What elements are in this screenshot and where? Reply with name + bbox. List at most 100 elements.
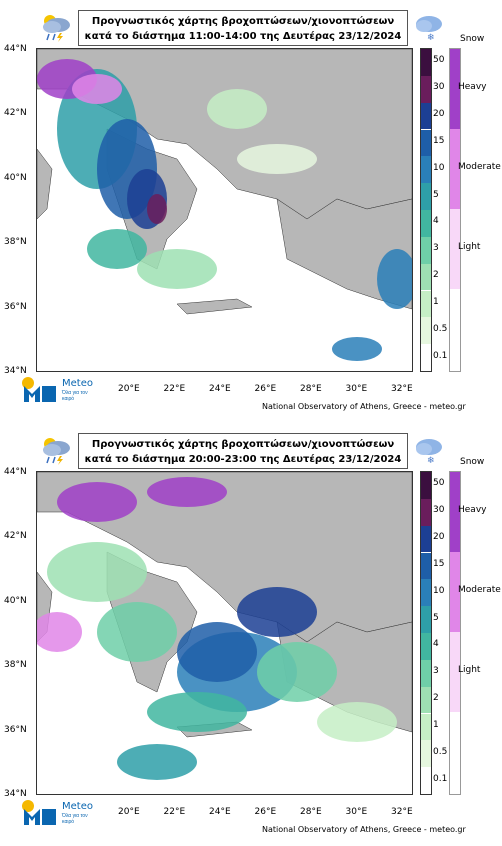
meteo-logo: Meteo Όλα για τον καιρό [20,799,100,827]
colorbar-label: 20 [433,109,445,120]
lon-label: 28°E [300,384,322,394]
logo-tagline: Όλα για τον καιρό [62,813,88,825]
colorbar-segment [421,767,431,794]
colorbar-segment [421,75,431,103]
snow-colorbar [449,48,461,372]
snow-segment [450,552,460,632]
meteo-logo: Meteo Όλα για τον καιρό [20,376,100,404]
colorbar-label: 4 [433,639,439,650]
colorbar-segment [421,659,431,687]
snow-cloud-icon: ❄ [416,439,442,466]
colorbar-label: 30 [433,505,445,516]
precipitation-area [177,622,257,682]
colorbar-label: 3 [433,243,439,254]
colorbar-label: 0.1 [433,350,448,361]
colorbar-label: 5 [433,189,439,200]
colorbar-segment [421,317,431,345]
lon-label: 24°E [209,807,231,817]
colorbar-label: 1 [433,296,439,307]
precipitation-area [207,89,267,129]
colorbar-segment [421,525,431,553]
colorbar-segment [421,156,431,184]
colorbar-segment [421,290,431,318]
colorbar-segment [421,498,431,526]
forecast-panel: Προγνωστικός χάρτης βροχοπτώσεων/χιονοπτ… [4,10,501,411]
colorbar-label: 1 [433,719,439,730]
lon-label: 22°E [163,384,186,394]
snow-cloud-icon: ❄ [416,16,442,43]
colorbar-segment [421,633,431,660]
title-line-1: Προγνωστικός χάρτης βροχοπτώσεων/χιονοπτ… [91,16,395,27]
colorbar-label: 30 [433,82,445,93]
colorbar-label: 15 [433,558,445,569]
colorbar-label: 2 [433,270,439,281]
colorbar-label: 3 [433,666,439,677]
precipitation-area [332,337,382,361]
title-line-1: Προγνωστικός χάρτης βροχοπτώσεων/χιονοπτ… [91,439,395,450]
lat-label: 40°N [4,172,27,183]
precipitation-area [257,642,337,702]
snow-segment [450,129,460,209]
colorbar-segment [421,552,431,580]
precipitation-area [237,587,317,637]
colorbar-segment [421,129,431,157]
colorbar-segment [421,210,431,237]
colorbar-segment [421,686,431,714]
colorbar-label: 10 [433,162,445,173]
credit-text: National Observatory of Athens, Greece -… [262,825,466,834]
snow-segment [450,632,460,712]
logo-name: Meteo [62,801,93,812]
precipitation-area [147,194,167,224]
colorbar-segment [421,236,431,264]
snow-label: Moderate [458,585,501,595]
precipitation-area [47,542,147,602]
colorbar-label: 4 [433,216,439,227]
precipitation-area [147,692,247,732]
precipitation-area [117,744,197,780]
precipitation-area [72,74,122,104]
snow-label: Heavy [458,82,487,92]
lat-label: 34°N [4,366,27,376]
lon-label: 20°E [118,807,140,817]
colorbar-segment [421,713,431,741]
precipitation-area [97,602,177,662]
snow-segment [450,712,460,794]
colorbar-segment [421,102,431,130]
colorbar-segment [421,472,431,499]
map-title: Προγνωστικός χάρτης βροχοπτώσεων/χιονοπτ… [78,433,408,469]
precipitation-area [137,249,217,289]
lat-label: 34°N [4,789,27,799]
colorbar-segment [421,579,431,607]
colorbar-segment [421,344,431,371]
precipitation-area [87,229,147,269]
colorbar-label: 50 [433,478,445,489]
rain-cloud-icon [43,15,70,42]
colorbar-label: 50 [433,55,445,66]
svg-text:❄: ❄ [427,33,435,43]
precipitation-map [36,48,413,372]
rain-cloud-icon [43,438,70,465]
lat-label: 36°N [4,301,27,312]
colorbar-label: 2 [433,693,439,704]
snow-legend-title: Snow [460,34,485,44]
precipitation-area [377,249,412,309]
lon-label: 24°E [209,384,231,394]
lon-label: 30°E [345,807,368,817]
lat-label: 38°N [4,660,27,671]
colorbar-label: 0.5 [433,746,448,757]
lat-label: 36°N [4,724,27,735]
snow-segment [450,49,460,129]
title-line-2: κατά το διάστημα 11:00-14:00 της Δευτέρα… [84,31,402,42]
forecast-panel: Προγνωστικός χάρτης βροχοπτώσεων/χιονοπτ… [0,423,502,846]
colorbar-segment [421,740,431,768]
snow-legend-title: Snow [460,457,485,467]
lon-label: 28°E [300,807,322,817]
lat-label: 42°N [4,108,27,119]
lat-label: 40°N [4,595,27,606]
colorbar-label: 15 [433,135,445,146]
colorbar-segment [421,183,431,210]
snow-segment [450,209,460,289]
colorbar-label: 10 [433,585,445,596]
lon-label: 20°E [118,384,140,394]
land-crete [176,298,253,315]
